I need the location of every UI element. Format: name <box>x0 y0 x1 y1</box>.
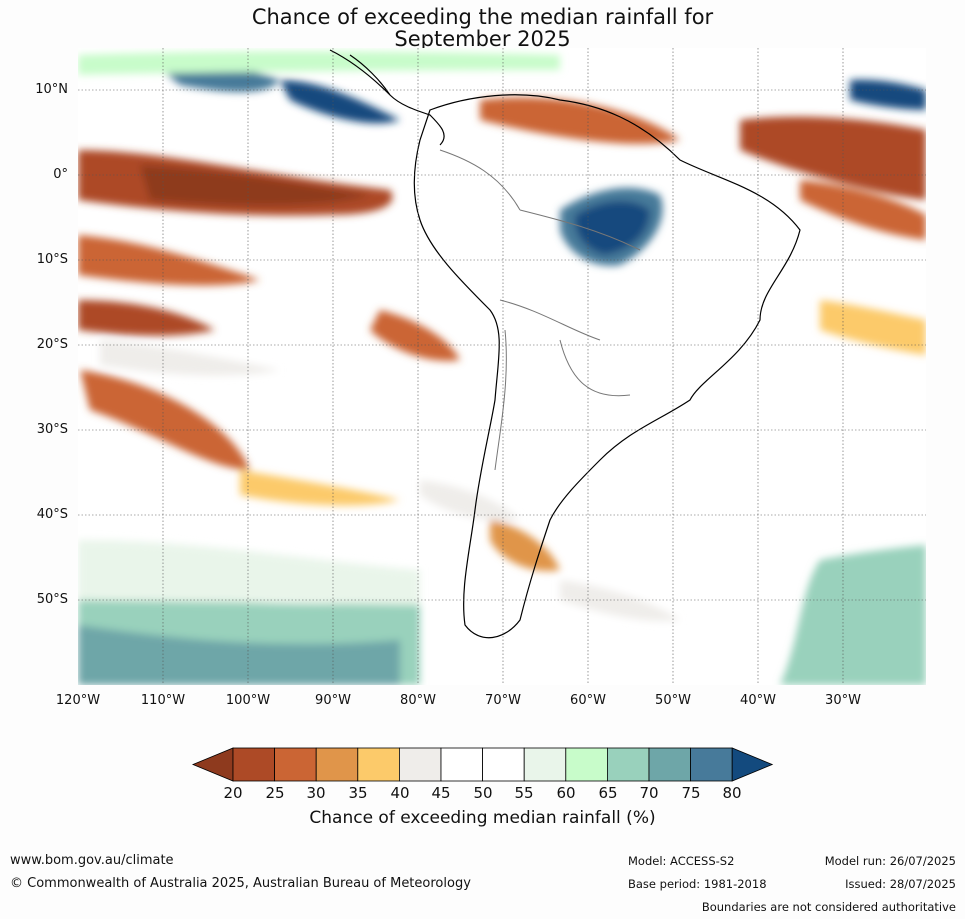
south-pacific-lightgreen <box>78 540 420 605</box>
colorbar-segment <box>357 747 400 782</box>
country-borders <box>439 149 641 471</box>
colorbar-tick-label: 20 <box>223 784 243 802</box>
lat-label: 50°S <box>36 592 68 607</box>
central-america-coastline <box>329 49 445 146</box>
peru-orange <box>370 310 460 361</box>
colorbar-tick-label: 25 <box>265 784 285 802</box>
probability-field <box>78 51 926 685</box>
neutral-patch-3 <box>560 580 680 621</box>
lat-label: 20°S <box>36 337 68 352</box>
lon-label: 70°W <box>485 693 521 708</box>
lat-label: 40°S <box>36 507 68 522</box>
amazon-wet-core <box>575 200 650 255</box>
colorbar-tick-label: 55 <box>514 784 534 802</box>
colorbar-tick-label: 70 <box>639 784 659 802</box>
colorbar-segment <box>482 747 525 782</box>
footer-disclaimer: Boundaries are not considered authoritat… <box>701 900 956 914</box>
colorbar-segment <box>690 747 733 782</box>
colorbar-tick-label: 65 <box>598 784 618 802</box>
footer-url[interactable]: www.bom.gov.au/climate <box>10 853 174 868</box>
footer-model-run: Model run: 26/07/2025 <box>824 854 956 868</box>
lon-label: 30°W <box>825 693 861 708</box>
colorbar-tick-label: 45 <box>431 784 451 802</box>
colorbar-tick-label: 30 <box>306 784 326 802</box>
south-america-coastline <box>413 94 801 639</box>
lon-label: 90°W <box>315 693 351 708</box>
footer-copyright: © Commonwealth of Australia 2025, Austra… <box>10 876 471 891</box>
lon-label: 60°W <box>570 693 606 708</box>
colorbar-segment <box>565 747 608 782</box>
colorbar-segment <box>607 747 650 782</box>
pacific-yellow-south <box>240 470 400 506</box>
colorbar-tick-label: 60 <box>556 784 576 802</box>
lon-label: 100°W <box>225 693 271 708</box>
colorbar-segment <box>232 747 275 782</box>
central-america-wet-2 <box>280 80 400 124</box>
atlantic-dry-2 <box>800 180 926 240</box>
southern-teal-band <box>78 625 400 685</box>
south-atlantic-green <box>780 545 926 685</box>
caribbean-dry <box>480 97 680 144</box>
lon-label: 120°W <box>55 693 101 708</box>
north-green-strip <box>78 51 560 75</box>
colorbar-tick-label: 80 <box>722 784 742 802</box>
colorbar-extend-low <box>191 747 234 782</box>
lon-label: 80°W <box>400 693 436 708</box>
colorbar <box>191 747 774 782</box>
colorbar-title: Chance of exceeding median rainfall (%) <box>309 808 656 828</box>
colorbar-segment <box>648 747 691 782</box>
lat-label: 0° <box>53 167 68 182</box>
lon-label: 50°W <box>655 693 691 708</box>
pacific-orange-south <box>80 370 250 470</box>
colorbar-segment <box>315 747 359 782</box>
lat-label: 30°S <box>36 422 68 437</box>
neutral-patch-2 <box>420 480 520 521</box>
colorbar-segment <box>398 747 442 782</box>
neutral-patch-1 <box>100 340 280 376</box>
lon-label: 40°W <box>740 693 776 708</box>
lon-label: 110°W <box>140 693 186 708</box>
footer-base-period: Base period: 1981-2018 <box>628 877 767 891</box>
atlantic-dry <box>740 116 926 200</box>
pacific-dry-band-3 <box>78 300 215 336</box>
map-title-line2: September 2025 <box>394 27 571 51</box>
colorbar-tick-label: 50 <box>473 784 493 802</box>
footer-issued: Issued: 28/07/2025 <box>845 877 956 891</box>
colorbar-tick-label: 40 <box>390 784 410 802</box>
colorbar-segment <box>523 747 567 782</box>
footer-model: Model: ACCESS-S2 <box>628 854 735 868</box>
colorbar-segment <box>440 747 483 782</box>
north-atlantic-wet <box>850 79 926 110</box>
graticule <box>78 48 926 685</box>
colorbar-tick-label: 75 <box>681 784 701 802</box>
colorbar-extend-high <box>731 747 774 782</box>
colorbar-segment <box>274 747 317 782</box>
colorbar-tick-label: 35 <box>348 784 368 802</box>
map-title-line1: Chance of exceeding the median rainfall … <box>251 5 714 29</box>
atlantic-yellow <box>820 300 926 355</box>
lat-label: 10°N <box>35 82 68 97</box>
lat-label: 10°S <box>36 252 68 267</box>
patagonia-orange <box>490 520 560 571</box>
